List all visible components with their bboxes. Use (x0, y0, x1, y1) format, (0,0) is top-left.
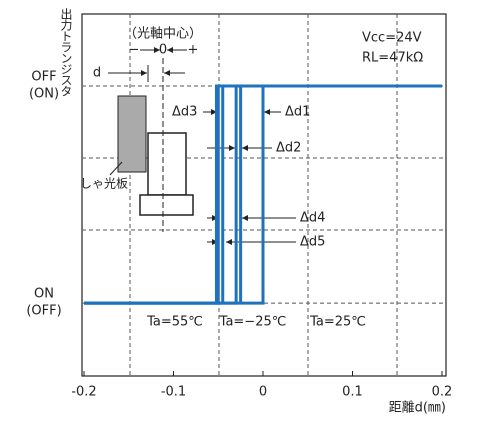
x-tick-label: 0 (259, 385, 267, 400)
x-tick-label: 0.1 (342, 385, 363, 400)
y-tick-label: (ON) (29, 87, 59, 102)
series-label: Ta=55℃ (146, 315, 203, 330)
x-tick-label: -0.2 (71, 385, 96, 400)
annotation: 0 (159, 43, 167, 58)
chart: （光軸中心） − 0 + d しゃ光板 Vcc=24V RL=47kΩ Δd3 … (0, 0, 478, 422)
series-label: Ta=−25℃ (219, 315, 287, 330)
series-label: Ta=25℃ (309, 315, 366, 330)
annotation: − (129, 43, 140, 58)
annotation: （光軸中心） (124, 27, 202, 42)
y-tick-label: OFF (31, 70, 56, 85)
x-tick-label: 0.2 (432, 385, 453, 400)
annotation: Δd3 (172, 105, 197, 120)
annotation: d (93, 66, 101, 81)
x-axis-title: 距離d(㎜) (389, 401, 446, 416)
annotation: RL=47kΩ (362, 51, 423, 66)
y-tick-label: (OFF) (26, 304, 61, 319)
annotation: + (188, 43, 199, 58)
annotation: Δd1 (285, 105, 310, 120)
y-axis-title: 出力トランジスタ (59, 8, 73, 97)
annotation: Δd5 (300, 235, 325, 250)
annotation: Δd2 (276, 141, 301, 156)
annotation: Δd4 (300, 211, 325, 226)
annotation: Vcc=24V (362, 31, 422, 46)
sensor-diagram (108, 50, 296, 242)
y-tick-label: ON (34, 287, 54, 302)
x-tick-label: -0.1 (161, 385, 186, 400)
annotation: しゃ光板 (80, 177, 128, 191)
